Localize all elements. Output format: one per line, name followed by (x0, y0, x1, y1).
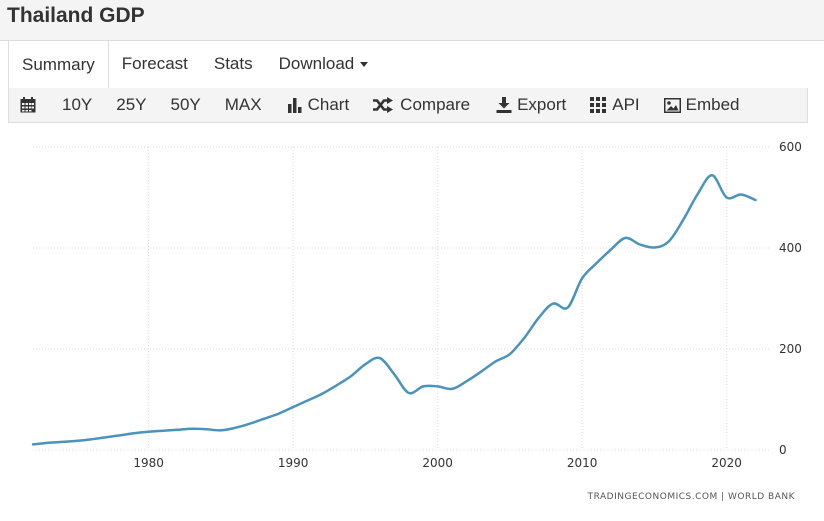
chart-type-label: Chart (307, 95, 350, 114)
page-title: Thailand GDP (7, 4, 145, 27)
tab-download-label: Download (278, 54, 355, 73)
y-tick-label: 200 (779, 342, 802, 356)
api-label: API (612, 95, 640, 114)
bar-chart-icon (287, 98, 302, 113)
tab-stats-label: Stats (213, 54, 253, 73)
tab-forecast-label: Forecast (121, 54, 188, 73)
calendar-button[interactable] (20, 94, 36, 116)
chart-type-button[interactable]: Chart (287, 94, 350, 116)
series-line-layer (31, 174, 757, 446)
range-max-button[interactable]: MAX (224, 95, 262, 114)
compare-label: Compare (400, 95, 471, 114)
tick-labels: 0 200 400 600 1980 1990 2000 2010 2020 (133, 140, 802, 470)
tab-bar: Summary Forecast Stats Download (8, 40, 382, 90)
x-tick-label: 1990 (278, 456, 309, 470)
tab-download[interactable]: Download (266, 40, 382, 87)
gdp-series-line (31, 174, 757, 446)
api-button[interactable]: API (590, 94, 640, 116)
compare-button[interactable]: Compare (373, 94, 470, 116)
x-tick-label: 2000 (422, 456, 453, 470)
embed-button[interactable]: Embed (663, 94, 740, 116)
tab-stats[interactable]: Stats (201, 40, 266, 87)
x-tick-label: 2010 (567, 456, 598, 470)
range-25y-button[interactable]: 25Y (116, 95, 147, 114)
range-10y-button[interactable]: 10Y (62, 95, 93, 114)
download-icon (496, 97, 512, 113)
chart-credits: TRADINGECONOMICS.COM | WORLD BANK (587, 492, 795, 502)
tab-summary-label: Summary (22, 55, 95, 74)
calendar-icon (20, 97, 36, 113)
grid-lines (33, 146, 770, 451)
x-tick-label: 1980 (133, 456, 164, 470)
shuffle-icon (373, 97, 394, 113)
grid-icon (590, 97, 607, 113)
embed-label: Embed (685, 95, 740, 114)
export-label: Export (517, 95, 567, 114)
tab-summary[interactable]: Summary (8, 40, 109, 90)
y-tick-label: 0 (779, 443, 787, 457)
caret-down-icon (360, 62, 369, 68)
gdp-line-chart: 0 200 400 600 1980 1990 2000 2010 2020 (31, 140, 802, 470)
gdp-chart: 0 200 400 600 1980 1990 2000 2010 2020 (0, 124, 824, 516)
export-button[interactable]: Export (496, 94, 566, 116)
tab-forecast[interactable]: Forecast (109, 40, 201, 87)
image-icon (663, 97, 681, 113)
y-tick-label: 400 (779, 241, 802, 255)
title-bar (0, 0, 824, 41)
y-tick-label: 600 (779, 140, 802, 154)
range-50y-button[interactable]: 50Y (170, 95, 201, 114)
chart-toolbar: 10Y 25Y 50Y MAX Chart Compare Export (8, 88, 808, 123)
x-tick-label: 2020 (711, 456, 742, 470)
